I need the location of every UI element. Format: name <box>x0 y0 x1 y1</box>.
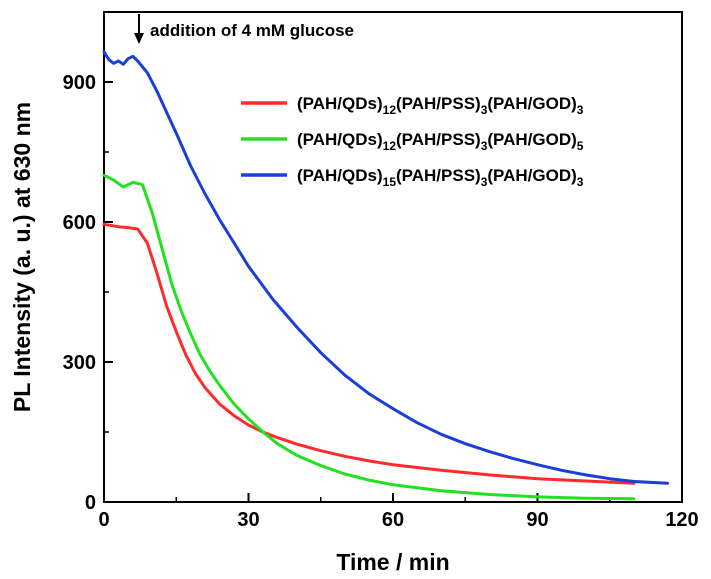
y-tick-label-0: 0 <box>85 492 96 514</box>
series-line-1 <box>102 222 636 485</box>
legend-label-part: (PAH/PSS) <box>396 130 481 149</box>
y-tick-label-900: 900 <box>63 72 96 94</box>
legend-label-part: (PAH/GOD) <box>487 130 576 149</box>
series-lines <box>102 50 669 501</box>
legend-label-part: 3 <box>481 103 488 117</box>
legend-label-part: 12 <box>383 139 397 153</box>
legend-label-1: (PAH/QDs)12(PAH/PSS)3(PAH/GOD)3 <box>297 94 584 117</box>
axis-ticks: 0 30 60 90 120 0 300 600 900 <box>63 11 699 531</box>
series-line-3 <box>102 50 669 485</box>
y-tick-label-300: 300 <box>63 352 96 374</box>
legend-label-part: 15 <box>383 175 397 189</box>
legend-label-part: (PAH/GOD) <box>487 94 576 113</box>
annotation-arrow-head <box>134 33 144 44</box>
x-tick-label-30: 30 <box>237 509 259 531</box>
x-axis-title: Time / min <box>336 549 449 575</box>
legend-label-part: (PAH/PSS) <box>396 94 481 113</box>
legend-label-3: (PAH/QDs)15(PAH/PSS)3(PAH/GOD)3 <box>297 166 584 189</box>
legend-label-part: (PAH/GOD) <box>487 166 576 185</box>
x-tick-label-0: 0 <box>98 509 109 531</box>
legend-label-part: 5 <box>577 139 584 153</box>
y-tick-label-600: 600 <box>63 212 96 234</box>
legend-label-part: 12 <box>383 103 397 117</box>
legend-label-part: 3 <box>481 175 488 189</box>
annotation-text: addition of 4 mM glucose <box>150 21 354 40</box>
legend-label-part: 3 <box>577 175 584 189</box>
legend-label-part: 3 <box>577 103 584 117</box>
legend-label-part: (PAH/QDs) <box>297 166 383 185</box>
x-tick-label-60: 60 <box>382 509 404 531</box>
legend-label-part: (PAH/QDs) <box>297 94 383 113</box>
legend-label-part: (PAH/QDs) <box>297 130 383 149</box>
series-line-2 <box>102 173 636 501</box>
legend-label-part: (PAH/PSS) <box>396 166 481 185</box>
glucose-annotation: addition of 4 mM glucose <box>134 14 354 44</box>
y-axis-title: PL Intensity (a. u.) at 630 nm <box>9 102 35 412</box>
legend-label-2: (PAH/QDs)12(PAH/PSS)3(PAH/GOD)5 <box>297 130 584 153</box>
x-tick-label-120: 120 <box>665 509 698 531</box>
legend: (PAH/QDs)12(PAH/PSS)3(PAH/GOD)3(PAH/QDs)… <box>241 94 584 189</box>
x-tick-label-90: 90 <box>526 509 548 531</box>
legend-label-part: 3 <box>481 139 488 153</box>
plot-frame <box>103 11 683 503</box>
